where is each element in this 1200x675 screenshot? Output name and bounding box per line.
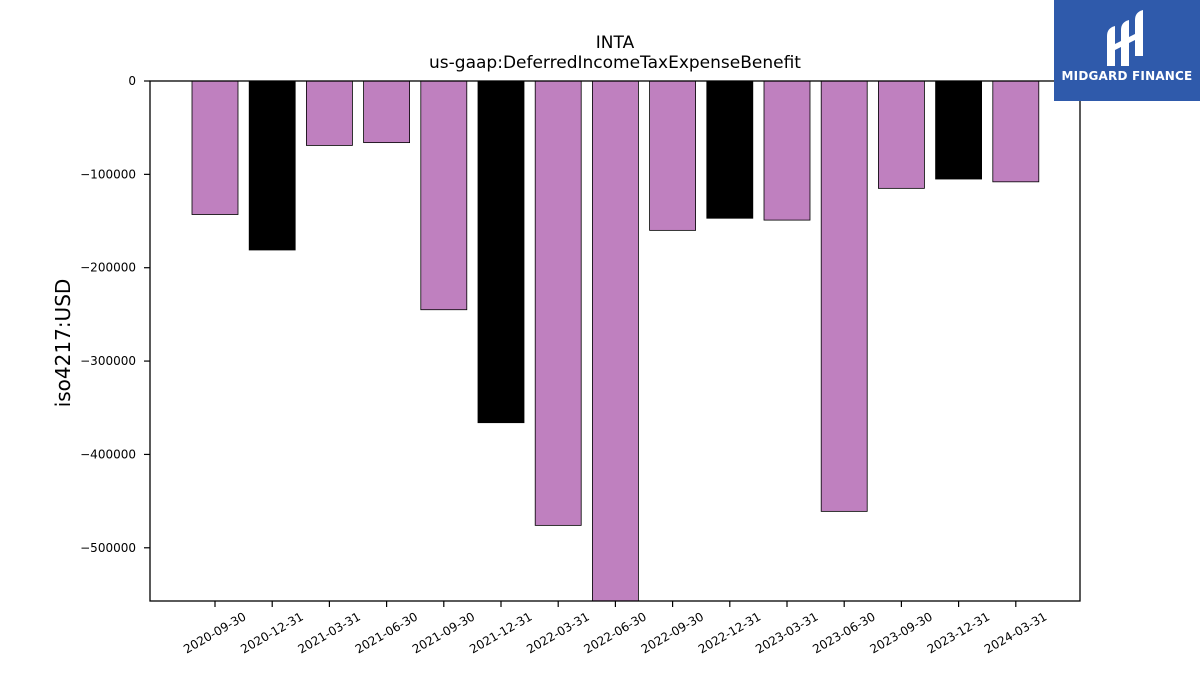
bar-2022-03-31 <box>534 80 582 526</box>
y-tick-label: −300000 <box>80 354 136 368</box>
brand-logo: MIDGARD FINANCE <box>1054 0 1200 101</box>
logo-mark-icon <box>1107 10 1143 66</box>
bar-2023-03-31 <box>763 80 811 221</box>
plot-frame <box>149 80 1081 602</box>
bar-2023-12-31 <box>935 80 982 180</box>
bar-2024-03-31 <box>992 80 1040 183</box>
x-tick-label: 2020-09-30 <box>181 609 248 656</box>
bar-2021-03-31 <box>305 80 353 146</box>
x-tick-label: 2021-09-30 <box>410 609 477 656</box>
x-tick-label: 2022-09-30 <box>639 609 706 656</box>
bar-2021-06-30 <box>363 80 411 144</box>
bar-2021-12-31 <box>477 80 525 424</box>
x-tick-label: 2022-03-31 <box>524 609 591 656</box>
y-axis-label: iso4217:USD <box>51 279 75 408</box>
x-tick-label: 2020-12-31 <box>238 609 305 656</box>
x-tick-label: 2024-03-31 <box>982 609 1049 656</box>
x-tick-label: 2022-06-30 <box>581 609 648 656</box>
bar-2023-09-30 <box>878 80 925 189</box>
y-tick-label: −400000 <box>80 447 136 461</box>
x-tick-label: 2023-06-30 <box>810 609 877 656</box>
bar-2020-09-30 <box>191 80 239 215</box>
y-tick-label: −200000 <box>80 261 136 275</box>
y-tick-label: −500000 <box>80 541 136 555</box>
bar-2022-09-30 <box>649 80 696 231</box>
x-tick-label: 2022-12-31 <box>696 609 763 656</box>
chart-title-metric: us-gaap:DeferredIncomeTaxExpenseBenefit <box>429 53 801 73</box>
logo-text: MIDGARD FINANCE <box>1061 69 1193 83</box>
chart-title-ticker: INTA <box>596 33 635 53</box>
bar-2022-06-30 <box>592 80 639 602</box>
x-tick-label: 2023-12-31 <box>925 609 992 656</box>
bar-2023-06-30 <box>820 80 868 512</box>
x-tick-label: 2021-06-30 <box>353 609 420 656</box>
bars-group <box>191 80 1040 602</box>
bar-2021-09-30 <box>420 80 468 311</box>
x-tick-label: 2021-12-31 <box>467 609 534 656</box>
x-tick-label: 2023-09-30 <box>867 609 934 656</box>
bar-2022-12-31 <box>706 80 754 219</box>
y-tick-label: 0 <box>128 74 136 88</box>
x-tick-label: 2023-03-31 <box>753 609 820 656</box>
bar-2020-12-31 <box>248 80 296 251</box>
y-tick-label: −100000 <box>80 167 136 181</box>
x-axis-ticks: 2020-09-302020-12-312021-03-312021-06-30… <box>181 601 1049 656</box>
y-axis-ticks: 0 −100000 −200000 −300000 −400000 −500000 <box>80 74 150 555</box>
x-tick-label: 2021-03-31 <box>295 609 362 656</box>
